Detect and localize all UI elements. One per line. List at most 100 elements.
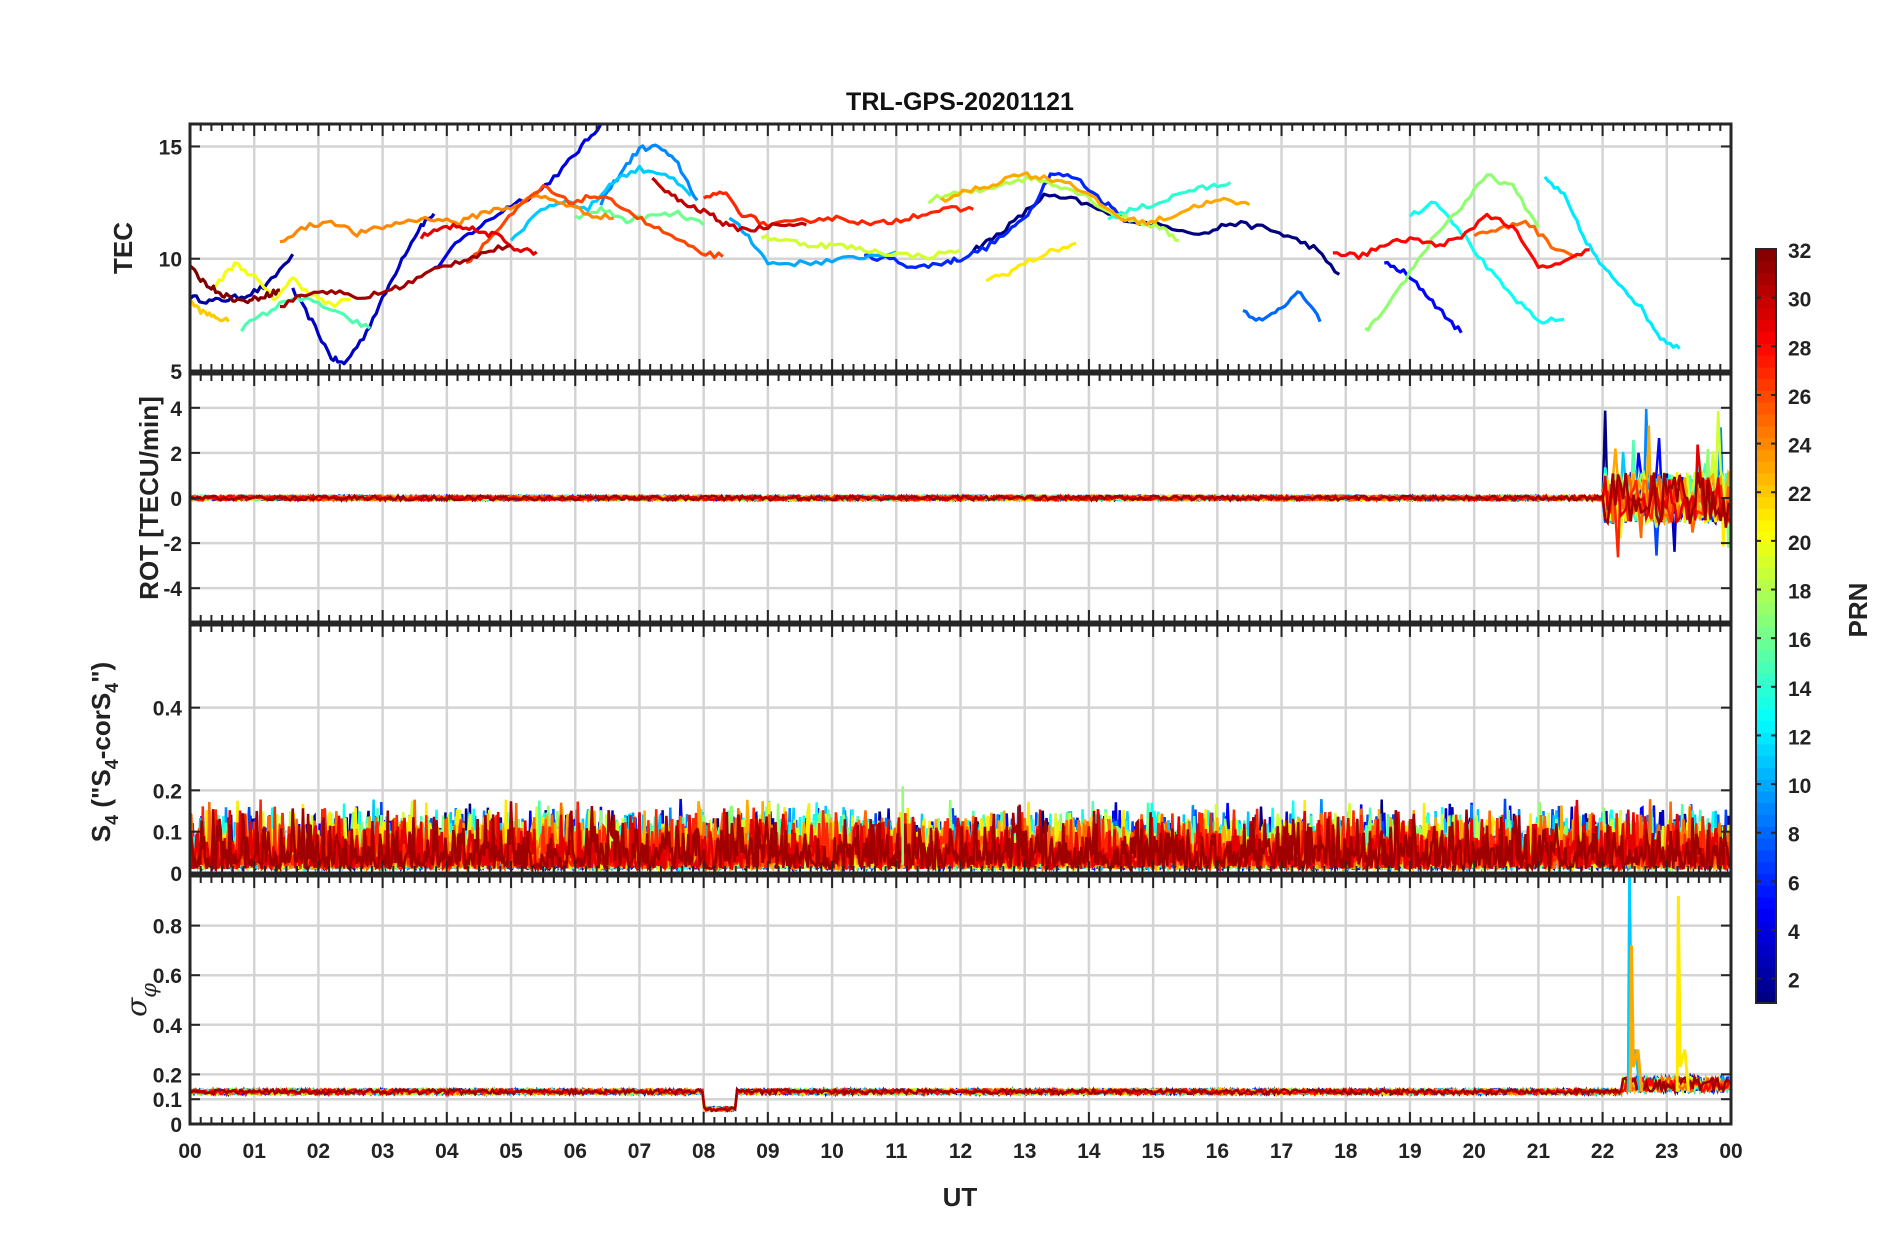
- axes-frame: [188, 122, 1733, 373]
- y-tick-label: 0.2: [153, 1064, 182, 1087]
- tec-series-prn-22: [190, 298, 230, 323]
- tec-series-prn-19: [760, 234, 962, 261]
- colorbar-tick-label: 8: [1788, 824, 1800, 847]
- x-tick-label: 00: [178, 1140, 201, 1163]
- tec-series-prn-3: [291, 212, 436, 366]
- colorbar-tick-label: 20: [1788, 532, 1811, 555]
- tec-series-prn-31: [279, 243, 512, 309]
- x-tick-label: 01: [243, 1140, 267, 1163]
- svg-text:S4 ("S4-corS4"): S4 ("S4-corS4"): [86, 662, 122, 842]
- x-tick-label: 23: [1655, 1140, 1678, 1163]
- tec-axis-label: TEC: [108, 222, 138, 274]
- y-tick-label: 0.1: [153, 1089, 183, 1112]
- tec-series-prn-15: [240, 296, 371, 332]
- x-tick-label: 20: [1462, 1140, 1485, 1163]
- rot-axis-label: ROT [TECU/min]: [134, 396, 164, 600]
- y-tick-label: 15: [159, 136, 183, 159]
- x-tick-label: 03: [371, 1140, 394, 1163]
- rot-panel: -4 -2 0 2 4: [163, 372, 1733, 624]
- x-tick-label: 16: [1206, 1140, 1229, 1163]
- axes-frame: [188, 372, 1733, 624]
- colorbar-tick-label: 14: [1788, 678, 1812, 701]
- colorbar-tick-label: 24: [1788, 435, 1812, 458]
- x-tick-label: 05: [499, 1140, 523, 1163]
- data-lines: [190, 408, 1731, 558]
- x-tick-label: 07: [628, 1140, 651, 1163]
- y-tick-label: 0.4: [153, 1015, 183, 1038]
- y-tick-label: 0.1: [153, 822, 183, 845]
- sigma-spike-1: [1628, 945, 1644, 1092]
- tec-series-prn-9: [599, 143, 699, 206]
- s4-panel: 0 0.1 0.2 0.4: [153, 623, 1733, 886]
- colorbar-tick-label: 4: [1788, 921, 1800, 944]
- x-tick-label: 18: [1334, 1140, 1358, 1163]
- tec-series-prn-8: [1242, 290, 1322, 323]
- y-tick-label: 0.2: [153, 780, 182, 803]
- x-axis-label: UT: [943, 1182, 978, 1212]
- tec-series-prn-24: [279, 193, 614, 244]
- tec-series-prn-14: [1107, 181, 1232, 221]
- y-tick-label: -4: [163, 578, 182, 601]
- rot-series-prn-31: [190, 472, 1731, 528]
- grid-lines: [188, 876, 1733, 1126]
- s4-axis-label: S4 ("S4-corS4"): [86, 662, 122, 842]
- sigma-phi-axis-label: σφ: [120, 983, 161, 1017]
- colorbar-tick-label: 18: [1788, 581, 1812, 604]
- y-tick-label: 4: [170, 398, 182, 421]
- tec-panel: 5 10 15: [159, 122, 1733, 384]
- tec-series-prn-23: [940, 171, 1251, 227]
- svg-text:σφ: σφ: [120, 983, 161, 1017]
- x-tick-label: 13: [1013, 1140, 1036, 1163]
- tec-series-prn-29: [419, 222, 538, 256]
- tec-series-prn-28: [1332, 212, 1590, 269]
- colorbar-tick-label: 10: [1788, 775, 1811, 798]
- x-tick-label: 22: [1591, 1140, 1614, 1163]
- y-tick-label: 0: [170, 1114, 182, 1137]
- colorbar-tick-label: 22: [1788, 483, 1811, 506]
- colorbar-tick-label: 6: [1788, 872, 1800, 895]
- colorbar-tick-label: 26: [1788, 386, 1811, 409]
- data-lines: [190, 876, 1731, 1114]
- y-tick-label: 0: [170, 488, 182, 511]
- sigma-series-prn-31: [190, 1072, 1730, 1113]
- axes-frame: [188, 874, 1733, 1126]
- tec-series-prn-11: [509, 164, 693, 242]
- tec-series-prn-25: [1473, 219, 1578, 259]
- y-tick-labels: 00.10.2 0.4 0.6 0.8: [153, 916, 183, 1137]
- tec-series-prn-13: [1408, 200, 1565, 325]
- tec-series-prn-27: [702, 190, 974, 229]
- y-tick-label: -2: [163, 533, 182, 556]
- tec-series-prn-30: [651, 176, 808, 233]
- axes-frame: [188, 623, 1733, 875]
- colorbar-tick-label: 2: [1788, 970, 1800, 993]
- tec-series-prn-32: [190, 264, 280, 305]
- tec-series-prn-6: [864, 171, 1122, 270]
- x-tick-label: 21: [1527, 1140, 1551, 1163]
- x-tick-label: 14: [1077, 1140, 1101, 1163]
- y-tick-labels: 0 0.1 0.2 0.4: [153, 698, 183, 886]
- x-tick-label: 15: [1141, 1140, 1165, 1163]
- x-tick-label: 17: [1270, 1140, 1293, 1163]
- x-tick-label: 12: [949, 1140, 972, 1163]
- x-tick-label: 00: [1719, 1140, 1742, 1163]
- y-tick-label: 0.6: [153, 965, 182, 988]
- y-tick-label: 0: [170, 863, 182, 886]
- colorbar-tick-label: 12: [1788, 726, 1811, 749]
- colorbar-tick-label: 32: [1788, 240, 1811, 263]
- tec-series-prn-26: [465, 184, 724, 265]
- y-tick-label: 10: [159, 249, 182, 272]
- data-lines: [190, 124, 1681, 366]
- colorbar-tick-label: 30: [1788, 289, 1811, 312]
- tec-series-prn-5: [1384, 260, 1463, 334]
- colorbar-label: PRN: [1843, 583, 1873, 638]
- x-tick-label: 19: [1398, 1140, 1421, 1163]
- x-tick-labels: 00 01 02 03 04 05 06 07 08 09 10 11 12 13 14 15 16 17 18 19…: [178, 1140, 1742, 1163]
- sigma-spike-2: [1675, 895, 1691, 1092]
- colorbar-tick-label: 16: [1788, 629, 1811, 652]
- x-tick-label: 02: [307, 1140, 330, 1163]
- colorbar-tick-label: 28: [1788, 337, 1812, 360]
- y-tick-label: 2: [170, 443, 182, 466]
- tec-series-prn-20: [214, 261, 351, 308]
- tec-series-prn-17: [1364, 173, 1540, 332]
